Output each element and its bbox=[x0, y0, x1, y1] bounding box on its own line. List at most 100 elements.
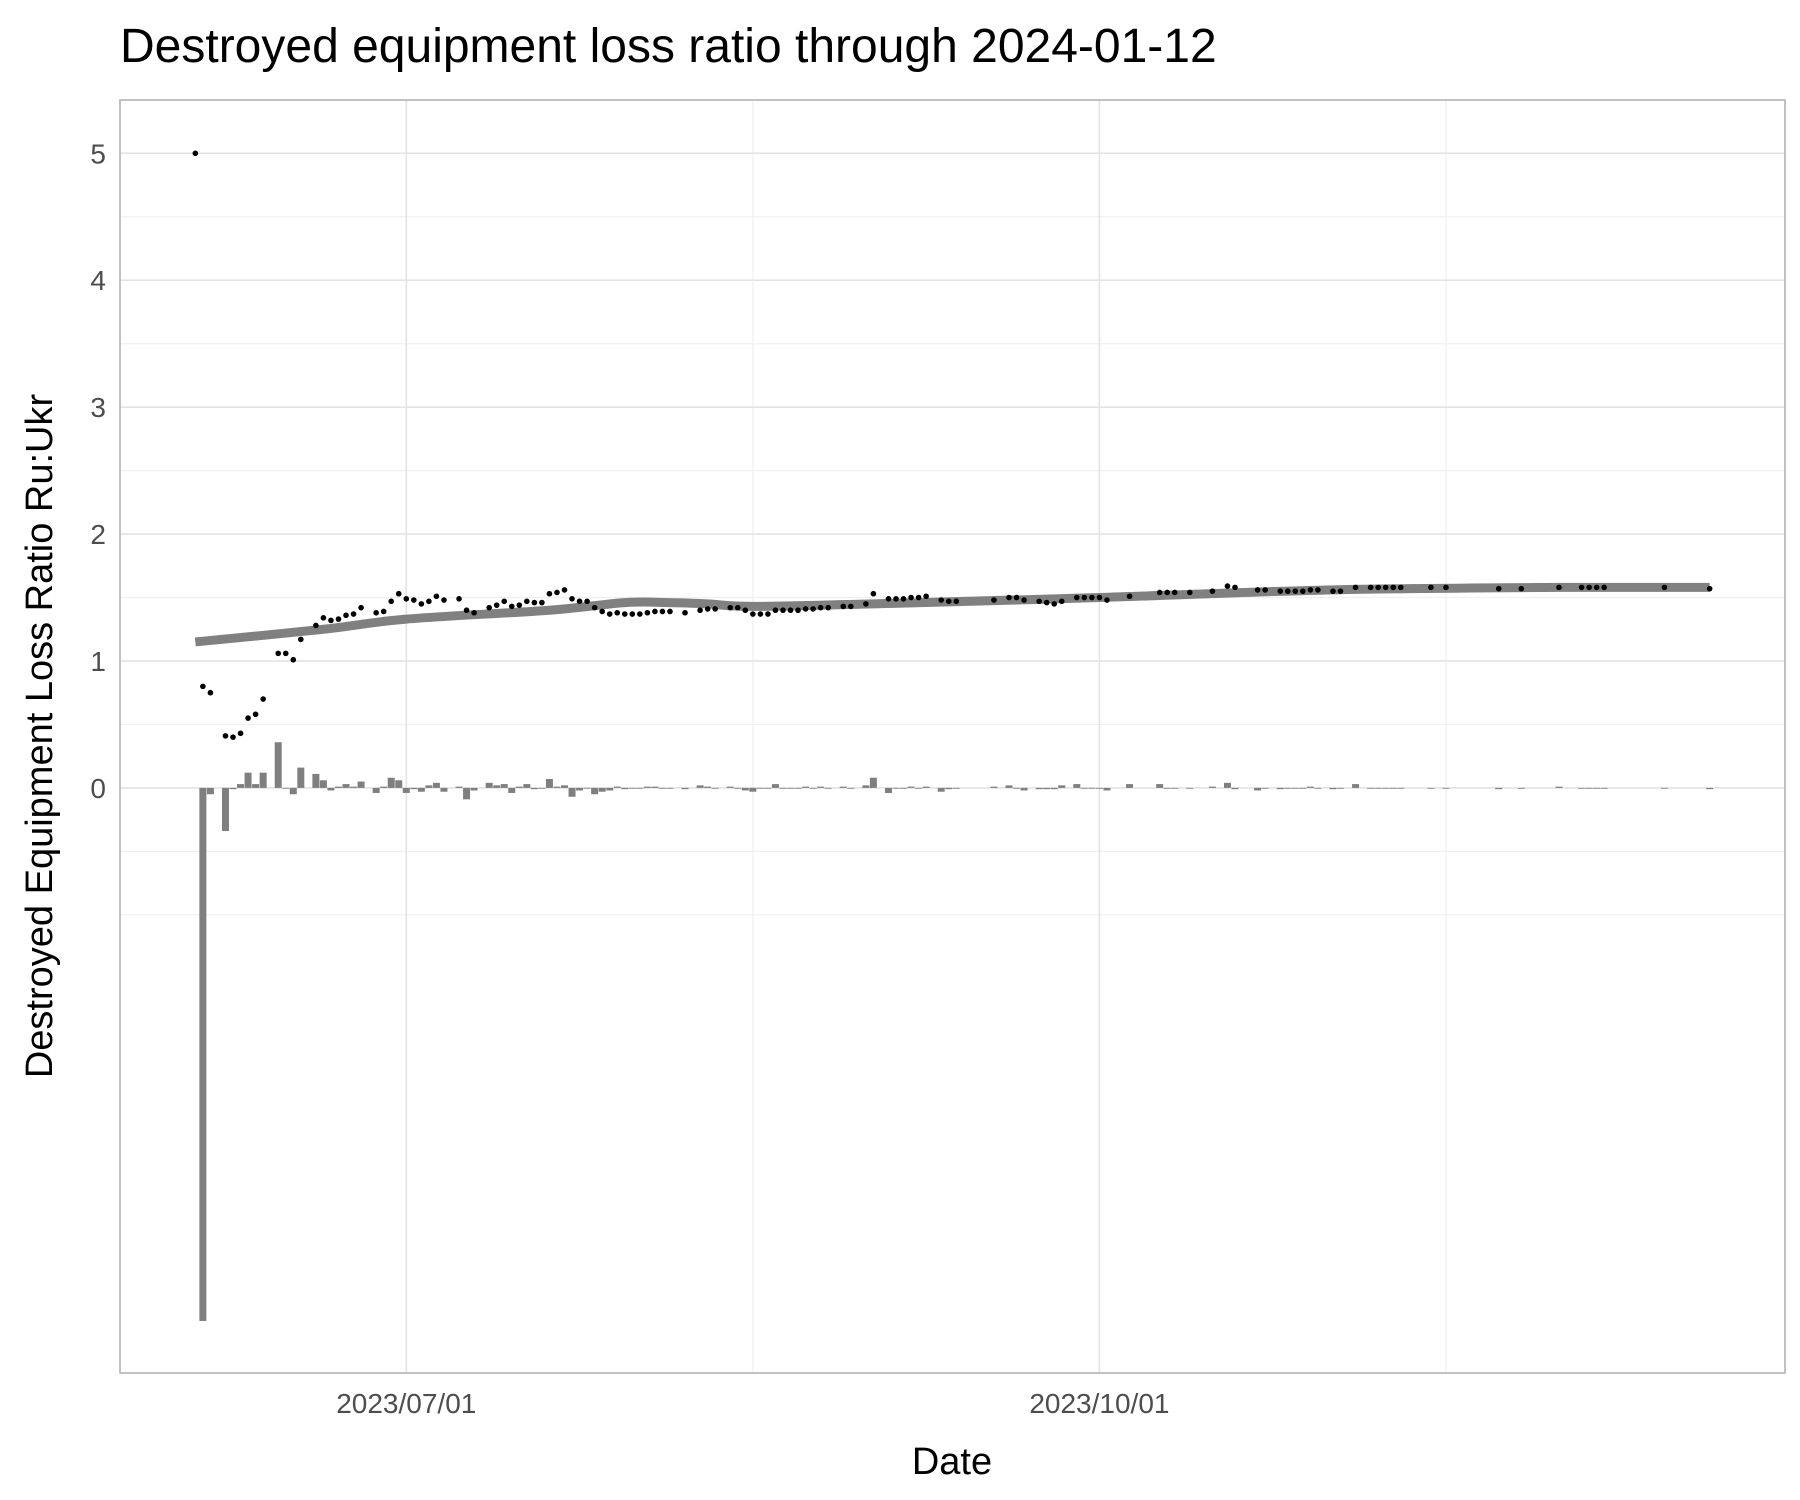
bar bbox=[839, 786, 847, 788]
point bbox=[282, 650, 289, 657]
y-tick-label: 0 bbox=[90, 773, 106, 804]
point bbox=[697, 607, 703, 614]
bar bbox=[500, 784, 508, 788]
bar bbox=[1095, 787, 1103, 789]
point bbox=[1254, 587, 1261, 593]
point bbox=[1330, 588, 1336, 594]
point bbox=[200, 683, 206, 690]
point bbox=[810, 606, 816, 612]
point bbox=[1043, 599, 1050, 606]
bar bbox=[937, 787, 945, 792]
point bbox=[765, 611, 771, 617]
bar bbox=[395, 780, 403, 788]
bar bbox=[372, 787, 380, 793]
point bbox=[1006, 594, 1012, 601]
point bbox=[682, 609, 688, 616]
point bbox=[599, 608, 605, 615]
bar bbox=[493, 785, 501, 788]
point bbox=[1126, 593, 1133, 600]
point bbox=[802, 606, 809, 612]
point bbox=[1156, 589, 1163, 596]
bar bbox=[1291, 787, 1299, 789]
bar bbox=[583, 787, 591, 789]
point bbox=[1352, 584, 1359, 591]
point bbox=[870, 590, 877, 597]
point bbox=[621, 611, 628, 617]
point bbox=[825, 604, 831, 611]
bar bbox=[1660, 787, 1668, 789]
bar bbox=[425, 785, 433, 788]
point bbox=[908, 594, 914, 601]
bar bbox=[764, 787, 772, 789]
bar bbox=[802, 786, 810, 788]
bar bbox=[869, 777, 877, 788]
bar bbox=[1382, 787, 1390, 789]
bar bbox=[221, 787, 229, 832]
bar bbox=[199, 787, 207, 1321]
bar bbox=[1080, 787, 1088, 789]
point bbox=[1074, 594, 1080, 601]
point bbox=[1224, 583, 1231, 589]
bar bbox=[1005, 785, 1013, 788]
point bbox=[380, 608, 387, 615]
bar bbox=[1555, 786, 1563, 788]
bar bbox=[289, 787, 297, 795]
bar bbox=[334, 786, 342, 788]
bar bbox=[862, 785, 870, 788]
point bbox=[1096, 594, 1103, 601]
bar bbox=[681, 787, 689, 790]
y-tick-label: 3 bbox=[90, 392, 106, 423]
point bbox=[817, 604, 824, 611]
bar bbox=[561, 785, 569, 788]
point bbox=[1164, 589, 1171, 596]
bar bbox=[1043, 787, 1051, 790]
bar bbox=[1442, 787, 1450, 789]
bar bbox=[576, 787, 584, 791]
bar bbox=[274, 742, 282, 788]
chart-title: Destroyed equipment loss ratio through 2… bbox=[120, 20, 1217, 73]
bar bbox=[1276, 787, 1284, 790]
x-tick-label: 2023/10/01 bbox=[1029, 1388, 1169, 1419]
y-tick-label: 1 bbox=[90, 646, 106, 677]
point bbox=[433, 593, 440, 600]
point bbox=[614, 609, 621, 616]
point bbox=[524, 598, 530, 605]
point bbox=[313, 622, 319, 629]
point bbox=[350, 611, 357, 617]
point bbox=[1307, 587, 1314, 593]
bar bbox=[658, 787, 666, 789]
point bbox=[403, 595, 410, 602]
bar bbox=[749, 787, 757, 792]
bar bbox=[297, 767, 305, 788]
bar bbox=[350, 786, 358, 788]
point bbox=[320, 615, 327, 621]
point bbox=[418, 601, 425, 607]
point bbox=[780, 607, 786, 614]
bar bbox=[1223, 782, 1231, 788]
bar bbox=[945, 787, 953, 790]
bar bbox=[553, 786, 561, 788]
point bbox=[1315, 587, 1321, 593]
point bbox=[554, 589, 560, 596]
bar bbox=[402, 787, 410, 793]
bar bbox=[1706, 787, 1714, 790]
bar bbox=[1367, 787, 1375, 789]
point bbox=[569, 595, 575, 602]
point bbox=[426, 598, 432, 605]
point bbox=[508, 603, 515, 610]
point bbox=[652, 608, 658, 615]
bar bbox=[1163, 787, 1171, 789]
point bbox=[539, 599, 545, 606]
point bbox=[1367, 584, 1374, 591]
point bbox=[207, 689, 214, 696]
point bbox=[1428, 584, 1434, 591]
bar bbox=[282, 787, 290, 789]
bar bbox=[794, 787, 802, 789]
bar bbox=[568, 787, 576, 797]
bar bbox=[922, 786, 930, 788]
bar bbox=[711, 787, 719, 789]
point bbox=[298, 636, 304, 643]
point bbox=[1593, 584, 1600, 591]
bar bbox=[312, 773, 320, 788]
point bbox=[1706, 585, 1713, 592]
